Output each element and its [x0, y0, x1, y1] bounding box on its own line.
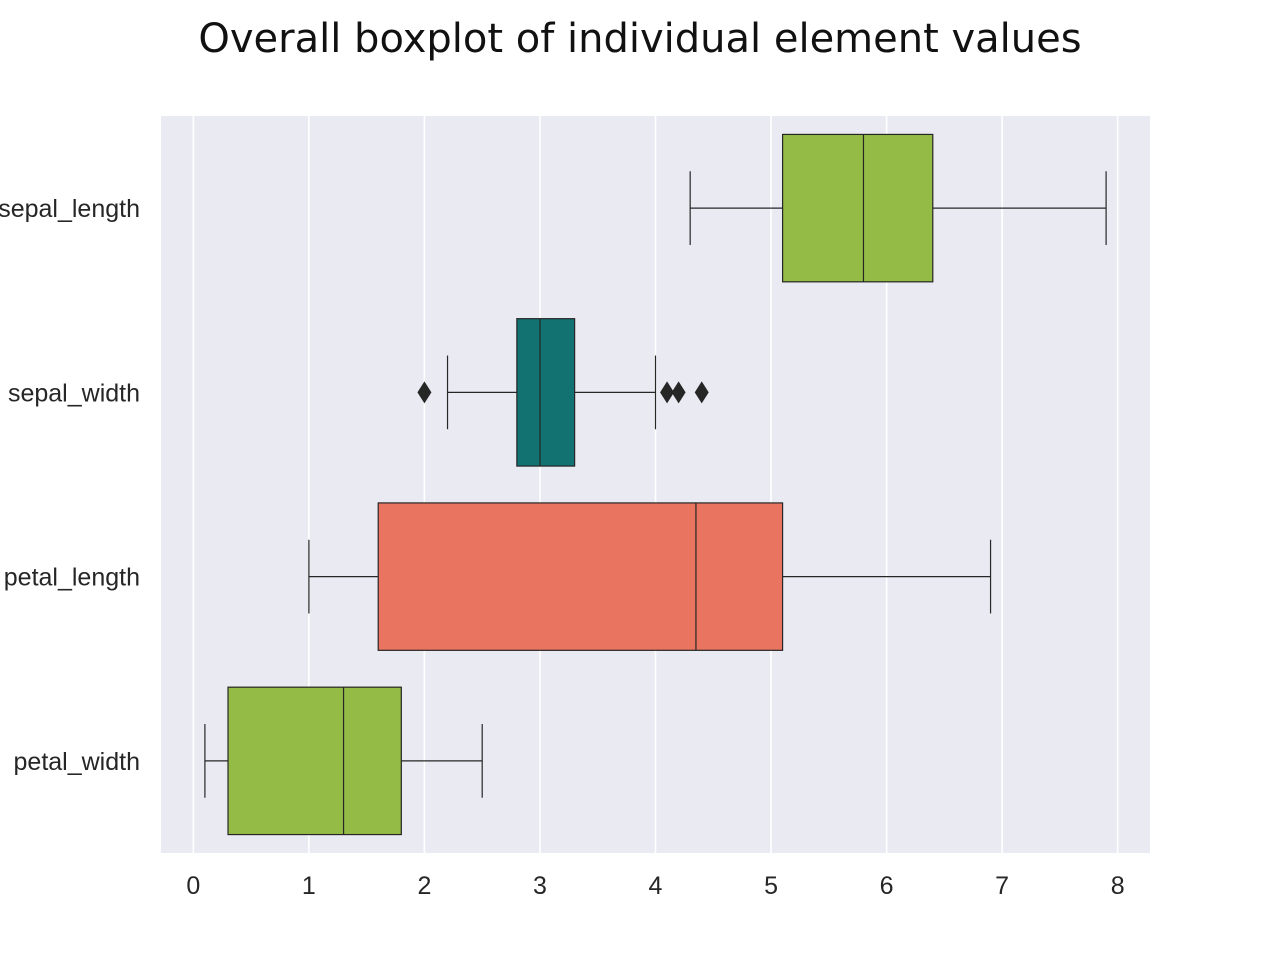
y-category-label: sepal_width: [8, 379, 140, 407]
box-series: [204, 133, 1107, 836]
box-sepal_width: [417, 318, 709, 467]
outlier-point: [671, 381, 686, 404]
x-tick-label: 0: [186, 872, 200, 900]
box-petal_length: [308, 502, 992, 651]
x-tick-label: 7: [995, 872, 1009, 900]
x-tick-label: 1: [302, 872, 316, 900]
box-iqr: [781, 133, 934, 283]
box-iqr: [227, 686, 402, 836]
x-tick-label: 6: [880, 872, 894, 900]
x-tick-label: 3: [533, 872, 547, 900]
x-tick-label: 5: [764, 872, 778, 900]
x-tick-label: 8: [1111, 872, 1125, 900]
outlier-point: [417, 381, 432, 404]
outlier-point: [660, 381, 675, 404]
x-axis-ticks: 0 1 2 3 4 5 6 7 8: [186, 872, 1124, 900]
y-axis-categories: sepal_length sepal_width petal_lengthpetal…: [0, 195, 140, 776]
y-category-label: sepal_length: [0, 195, 140, 223]
box-petal_width: [204, 686, 483, 836]
outlier-point: [694, 381, 709, 404]
chart-title: Overall boxplot of individual element va…: [198, 16, 1081, 62]
x-tick-label: 2: [417, 872, 431, 900]
box-iqr: [516, 318, 576, 467]
box-iqr: [377, 502, 784, 651]
grid-lines: [192, 116, 1119, 853]
x-tick-label: 4: [649, 872, 663, 900]
box-sepal_length: [689, 133, 1107, 283]
y-category-label: petal_width: [14, 748, 140, 776]
y-category-label: petal_length: [4, 564, 140, 592]
